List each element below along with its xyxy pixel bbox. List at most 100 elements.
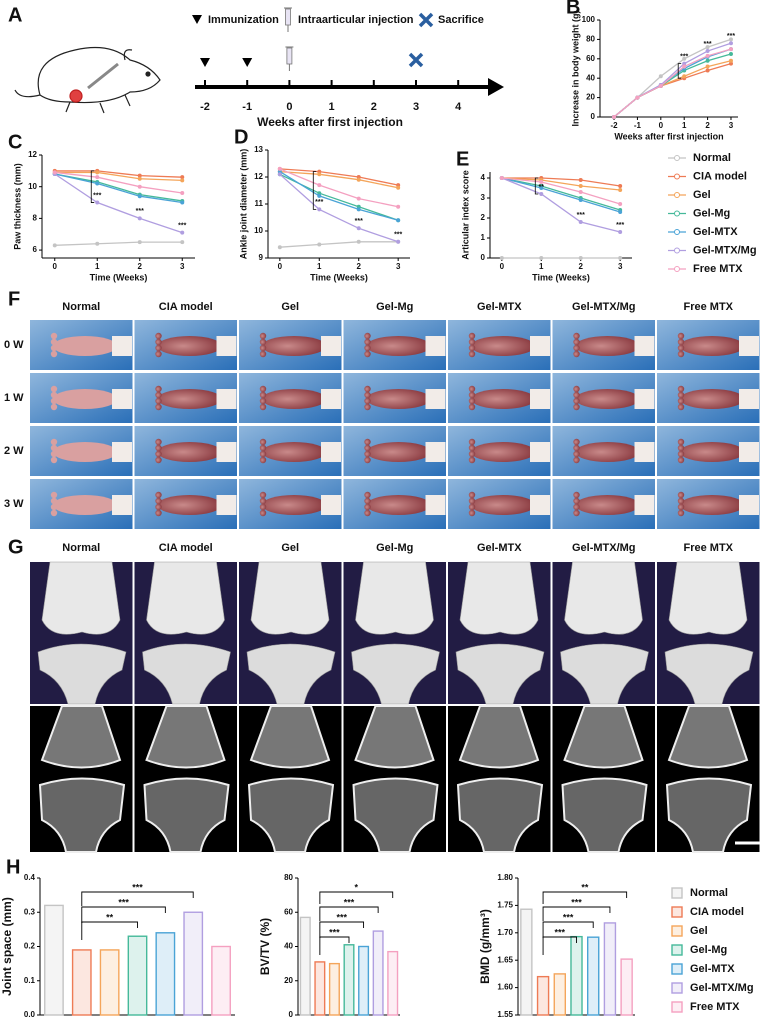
timeline-tick-label: 1: [329, 101, 335, 113]
data-point: [277, 166, 282, 171]
y-tick-label: 20: [586, 93, 595, 102]
tibia-3d: [455, 643, 545, 705]
series-line: [501, 177, 621, 213]
data-point: [618, 184, 623, 188]
data-point: [137, 173, 142, 178]
y-tick-label: 11: [255, 199, 264, 208]
toe: [50, 444, 58, 452]
bar: [71, 949, 92, 1016]
legend-label: Normal: [693, 152, 731, 164]
series-line: [613, 48, 732, 118]
toe: [364, 385, 371, 393]
y-tick-label: 0.0: [24, 1010, 36, 1019]
toe: [259, 338, 267, 346]
column-label: Gel-Mg: [376, 301, 413, 313]
timeline-tick-label: 2: [371, 101, 377, 113]
paw: [573, 332, 655, 358]
column-label: Normal: [62, 542, 100, 554]
legend-label: Intraarticular injection: [298, 14, 414, 26]
significance-label: ***: [394, 232, 402, 239]
y-tick-label: 0: [289, 1010, 294, 1019]
data-point: [578, 220, 583, 224]
toe: [364, 450, 371, 458]
significance-label: ***: [136, 208, 144, 215]
bar: [586, 936, 600, 1016]
injection-marker: [285, 46, 294, 71]
significance-label: **: [581, 882, 589, 892]
paw: [50, 332, 132, 358]
femur-section: [40, 705, 122, 769]
femur-section: [145, 705, 226, 769]
toe: [155, 397, 162, 405]
data-point: [618, 230, 623, 234]
tibia-3d: [142, 643, 231, 705]
legend-label: Free MTX: [690, 1001, 740, 1013]
toe: [155, 338, 162, 346]
toe: [573, 491, 580, 499]
paw: [573, 438, 655, 464]
bar: [211, 945, 231, 1016]
femur-3d: [146, 561, 225, 635]
data-point: [705, 68, 710, 73]
femur-3d: [668, 561, 748, 635]
data-point: [180, 230, 185, 235]
toe: [50, 385, 58, 393]
significance-label: ***: [680, 53, 688, 60]
data-point: [180, 240, 185, 245]
data-point: [728, 58, 733, 63]
significance-label: ***: [178, 222, 186, 229]
significance-label: ***: [355, 218, 363, 225]
y-axis-label: BV/TV (%): [258, 918, 272, 975]
significance-label: ***: [118, 897, 129, 907]
x-tick-label: 1: [539, 262, 544, 271]
paw-shape: [366, 336, 431, 356]
toe: [364, 497, 371, 505]
paw: [364, 332, 446, 358]
paw: [468, 438, 550, 464]
toe: [155, 503, 162, 511]
paw: [155, 385, 237, 411]
series-line: [279, 170, 399, 189]
toe: [573, 344, 580, 352]
femur-3d: [355, 561, 434, 635]
series-line: [54, 173, 183, 234]
data-point: [396, 239, 401, 244]
toe: [155, 438, 162, 446]
data-point: [539, 180, 544, 184]
bar: [314, 961, 326, 1016]
toe: [259, 344, 267, 352]
paw-shape: [262, 336, 326, 356]
significance-bracket: [534, 177, 539, 195]
data-point: [682, 61, 687, 66]
column-label: Gel-MTX/Mg: [572, 301, 636, 313]
series-line: [279, 168, 399, 208]
data-point: [52, 243, 57, 248]
x-tick-label: 1: [317, 262, 322, 271]
toe: [259, 350, 267, 358]
fur: [112, 495, 132, 515]
data-point: [396, 185, 401, 190]
x-tick-label: 0: [500, 262, 505, 271]
toe: [573, 497, 580, 505]
x-tick-label: 1: [682, 121, 687, 130]
x-tick-label: 3: [729, 121, 734, 130]
toe: [155, 403, 162, 411]
fur: [425, 336, 446, 356]
tibia-3d: [664, 643, 754, 705]
significance-bracket: [90, 170, 95, 203]
x-tick-label: 1: [95, 262, 100, 271]
data-point: [137, 176, 142, 181]
toe: [155, 350, 162, 358]
data-point: [635, 95, 640, 100]
data-point: [728, 41, 733, 46]
data-point: [728, 51, 733, 56]
toe: [259, 385, 267, 393]
toe: [364, 491, 371, 499]
cross-shape: [408, 52, 424, 68]
bar: [183, 911, 204, 1016]
data-point: [612, 115, 617, 119]
tibia-section: [38, 777, 126, 853]
y-tick-label: 0: [591, 112, 596, 121]
tibia-3d: [351, 643, 440, 705]
bar: [299, 916, 311, 1016]
